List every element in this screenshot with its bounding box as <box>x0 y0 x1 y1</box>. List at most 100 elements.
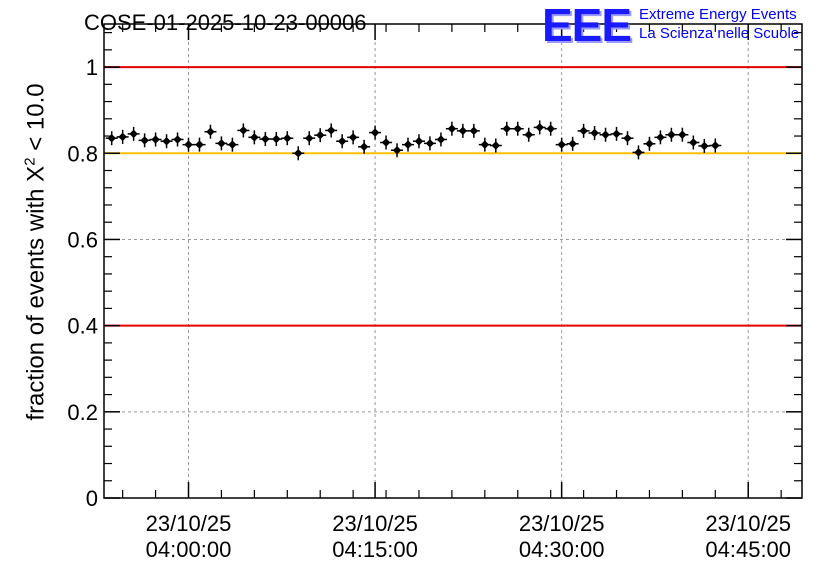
data-point <box>500 121 513 136</box>
data-point-marker <box>272 134 281 144</box>
logo-mark: EEE <box>542 0 632 51</box>
x-tick-label-date: 23/10/25 <box>146 511 232 536</box>
data-point-marker <box>612 129 621 139</box>
data-point-marker <box>601 130 610 139</box>
data-point-marker <box>458 126 468 136</box>
data-point <box>182 137 195 152</box>
data-point <box>709 138 722 153</box>
data-point <box>621 131 634 146</box>
data-point <box>160 134 173 149</box>
plot-frame <box>103 23 803 499</box>
data-point <box>402 137 415 152</box>
data-point <box>303 131 316 146</box>
data-point-marker <box>129 129 138 139</box>
data-point-marker <box>535 123 544 132</box>
eee-logo: EEE Extreme Energy Events La Scienza nel… <box>542 2 799 48</box>
data-point-marker <box>107 133 116 143</box>
data-point <box>127 126 140 141</box>
data-point-marker <box>261 134 270 144</box>
x-tick-label-date: 23/10/25 <box>705 511 791 536</box>
data-point-marker <box>348 133 358 142</box>
chart-title: COSE-01-2025-10-23-00006 <box>84 10 367 35</box>
data-point <box>149 132 162 147</box>
data-point-marker <box>151 135 160 144</box>
data-point-marker <box>414 136 424 146</box>
y-tick-label: 0.4 <box>67 314 98 339</box>
data-point <box>412 134 425 149</box>
data-point <box>391 143 404 158</box>
data-point <box>204 124 217 139</box>
data-point-marker <box>502 124 512 133</box>
data-point <box>643 136 656 151</box>
data-point-marker <box>337 136 347 146</box>
y-axis-label-sup: 2 <box>21 157 39 166</box>
data-point-marker <box>590 128 599 138</box>
data-point <box>105 131 118 146</box>
data-point <box>687 135 700 150</box>
y-axis-label-prefix: fraction of events with X <box>22 165 50 421</box>
data-point-marker <box>217 139 226 148</box>
data-point <box>171 132 184 147</box>
x-tick-label-time: 04:00:00 <box>146 537 232 562</box>
data-point <box>434 132 447 147</box>
data-point-marker <box>579 126 588 136</box>
data-point-marker <box>447 124 457 133</box>
data-point <box>456 123 469 138</box>
data-point-marker <box>381 138 391 147</box>
data-point <box>599 127 612 142</box>
data-point <box>314 128 327 143</box>
y-tick-labels: 0 0.2 0.4 0.6 0.8 1 <box>67 55 98 511</box>
data-point <box>467 123 480 138</box>
axis-ticks <box>104 24 802 499</box>
y-tick-label: 1 <box>86 55 98 80</box>
data-point-marker <box>513 124 522 133</box>
data-point <box>116 129 129 144</box>
data-point <box>237 123 250 138</box>
data-point <box>511 121 524 136</box>
data-point-marker <box>689 138 698 147</box>
data-point-marker <box>304 133 314 143</box>
data-point-marker <box>392 146 402 155</box>
data-point <box>522 127 535 142</box>
data-point <box>665 127 678 142</box>
data-point-marker <box>546 124 555 133</box>
data-point <box>325 123 338 138</box>
data-point-marker <box>118 132 127 142</box>
data-point-marker <box>359 142 369 152</box>
data-point-marker <box>206 127 215 136</box>
data-point <box>358 139 371 154</box>
data-point-marker <box>228 140 237 149</box>
data-point <box>347 130 360 145</box>
data-point <box>259 132 272 147</box>
data-point-marker <box>491 141 501 150</box>
y-axis-label-suffix: < 10.0 <box>22 83 50 158</box>
data-point-marker <box>524 130 533 139</box>
data-point <box>555 137 568 152</box>
data-point-marker <box>162 136 171 146</box>
reference-lines <box>104 66 802 327</box>
logo-line-1: Extreme Energy Events <box>639 6 797 23</box>
data-point-marker <box>634 148 643 157</box>
data-point-marker <box>403 140 413 149</box>
data-points <box>105 120 722 161</box>
data-point <box>489 138 502 153</box>
data-point <box>292 146 305 161</box>
data-point <box>676 127 689 142</box>
data-point <box>632 145 645 160</box>
x-tick-label-date: 23/10/25 <box>519 511 605 536</box>
logo-line-2: La Scienza nelle Scuole <box>639 25 800 42</box>
data-point-marker <box>656 133 665 142</box>
grid-lines <box>104 24 802 499</box>
data-point-marker <box>326 126 336 135</box>
y-tick-label: 0.6 <box>67 227 98 252</box>
data-point-marker <box>436 135 446 144</box>
data-point <box>193 137 206 152</box>
data-point-marker <box>370 128 380 137</box>
data-point <box>423 136 436 151</box>
data-point <box>281 131 294 146</box>
logo-text: Extreme Energy Events La Scienza nelle S… <box>639 5 799 43</box>
x-tick-labels: 23/10/2504:00:0023/10/2504:15:0023/10/25… <box>146 511 791 562</box>
y-axis-label: fraction of events with X2 < 10.0 <box>22 83 51 420</box>
data-point <box>566 136 579 151</box>
